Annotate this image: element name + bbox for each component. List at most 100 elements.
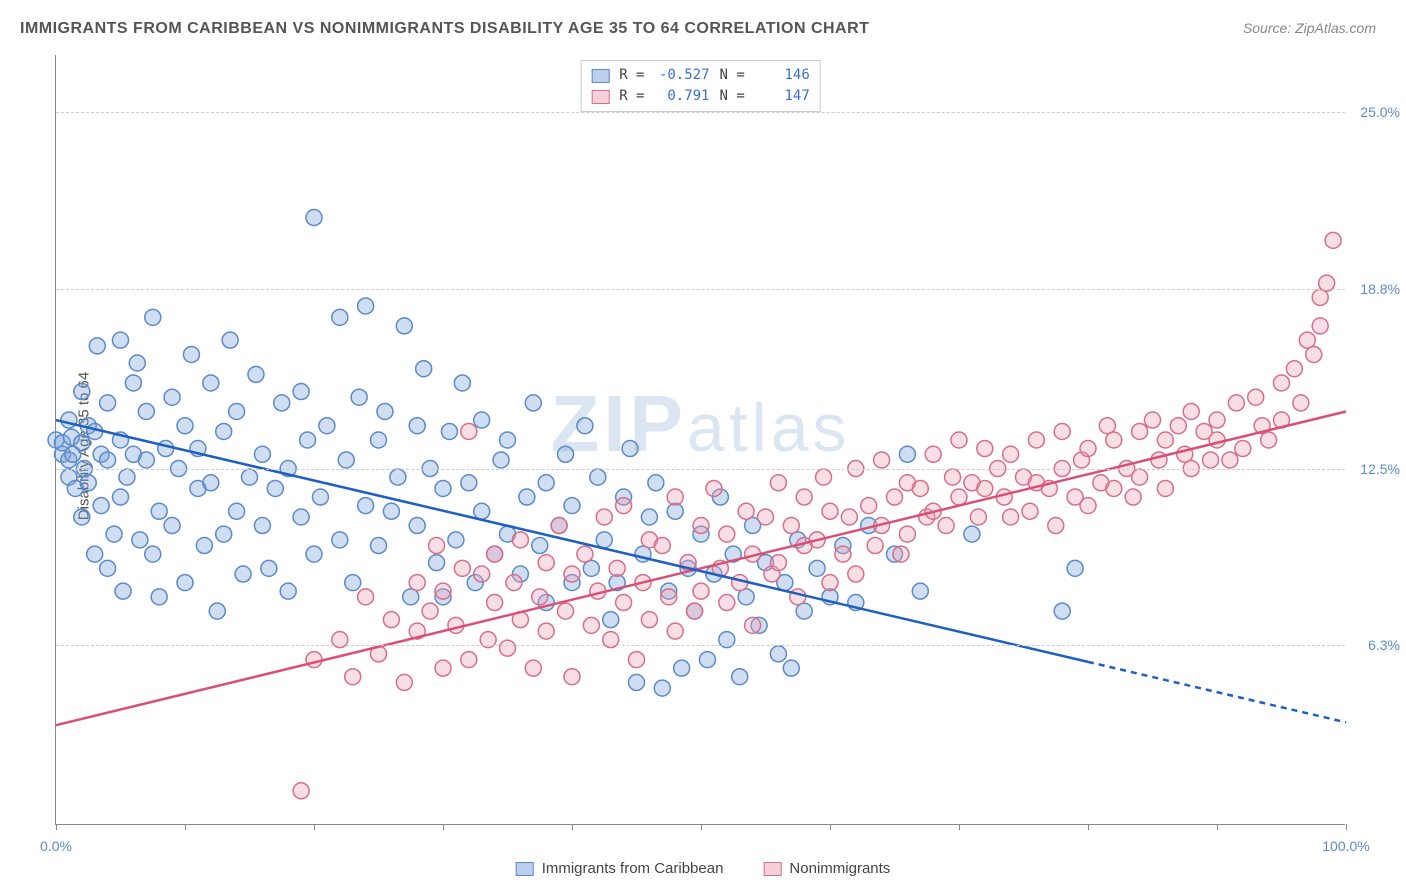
scatter-point bbox=[1325, 232, 1341, 248]
scatter-point bbox=[1170, 418, 1186, 434]
scatter-point bbox=[525, 395, 541, 411]
y-tick-label: 25.0% bbox=[1360, 104, 1400, 120]
scatter-point bbox=[667, 623, 683, 639]
scatter-point bbox=[1067, 560, 1083, 576]
scatter-point bbox=[293, 509, 309, 525]
y-tick-label: 6.3% bbox=[1368, 637, 1400, 653]
scatter-point bbox=[306, 546, 322, 562]
scatter-point bbox=[183, 346, 199, 362]
scatter-point bbox=[925, 446, 941, 462]
scatter-point bbox=[1028, 432, 1044, 448]
scatter-point bbox=[867, 538, 883, 554]
scatter-point bbox=[564, 498, 580, 514]
scatter-point bbox=[977, 441, 993, 457]
swatch-blue-icon bbox=[591, 69, 609, 83]
x-tick bbox=[1217, 824, 1218, 830]
scatter-point bbox=[506, 575, 522, 591]
scatter-point bbox=[461, 423, 477, 439]
scatter-point bbox=[261, 560, 277, 576]
x-tick-label: 100.0% bbox=[1322, 838, 1369, 854]
swatch-pink-icon bbox=[763, 862, 781, 876]
scatter-point bbox=[1286, 361, 1302, 377]
scatter-point bbox=[693, 518, 709, 534]
scatter-point bbox=[809, 560, 825, 576]
scatter-point bbox=[409, 518, 425, 534]
scatter-point bbox=[203, 475, 219, 491]
scatter-point bbox=[409, 575, 425, 591]
scatter-point bbox=[706, 480, 722, 496]
scatter-svg bbox=[56, 55, 1345, 824]
scatter-point bbox=[254, 518, 270, 534]
x-tick bbox=[56, 824, 57, 830]
scatter-point bbox=[893, 546, 909, 562]
scatter-point bbox=[841, 509, 857, 525]
scatter-point bbox=[1222, 452, 1238, 468]
scatter-point bbox=[254, 446, 270, 462]
scatter-point bbox=[577, 546, 593, 562]
scatter-point bbox=[377, 403, 393, 419]
scatter-point bbox=[661, 589, 677, 605]
scatter-point bbox=[951, 432, 967, 448]
x-tick bbox=[572, 824, 573, 830]
scatter-point bbox=[1003, 446, 1019, 462]
scatter-point bbox=[603, 612, 619, 628]
scatter-point bbox=[887, 489, 903, 505]
scatter-point bbox=[493, 452, 509, 468]
scatter-point bbox=[822, 503, 838, 519]
gridline bbox=[56, 112, 1345, 113]
scatter-point bbox=[977, 480, 993, 496]
scatter-point bbox=[577, 418, 593, 434]
scatter-point bbox=[74, 435, 90, 451]
scatter-point bbox=[100, 560, 116, 576]
scatter-point bbox=[454, 375, 470, 391]
scatter-point bbox=[151, 589, 167, 605]
n-label: N = bbox=[720, 65, 745, 86]
scatter-point bbox=[629, 652, 645, 668]
scatter-point bbox=[558, 603, 574, 619]
scatter-point bbox=[770, 475, 786, 491]
scatter-point bbox=[229, 403, 245, 419]
scatter-point bbox=[222, 332, 238, 348]
scatter-point bbox=[151, 503, 167, 519]
scatter-point bbox=[783, 518, 799, 534]
scatter-point bbox=[383, 612, 399, 628]
scatter-point bbox=[938, 518, 954, 534]
regression-line bbox=[1088, 662, 1346, 722]
scatter-point bbox=[306, 652, 322, 668]
scatter-point bbox=[564, 566, 580, 582]
scatter-point bbox=[312, 489, 328, 505]
scatter-point bbox=[129, 355, 145, 371]
scatter-point bbox=[416, 361, 432, 377]
scatter-point bbox=[106, 526, 122, 542]
scatter-point bbox=[351, 389, 367, 405]
scatter-point bbox=[429, 538, 445, 554]
scatter-point bbox=[358, 498, 374, 514]
scatter-point bbox=[512, 532, 528, 548]
scatter-point bbox=[332, 532, 348, 548]
scatter-point bbox=[1080, 441, 1096, 457]
scatter-point bbox=[216, 526, 232, 542]
scatter-point bbox=[100, 395, 116, 411]
scatter-point bbox=[429, 555, 445, 571]
legend-row-blue: R = -0.527 N = 146 bbox=[591, 65, 810, 86]
scatter-point bbox=[970, 509, 986, 525]
scatter-point bbox=[1054, 423, 1070, 439]
chart-title: IMMIGRANTS FROM CARIBBEAN VS NONIMMIGRAN… bbox=[20, 20, 869, 38]
x-tick bbox=[830, 824, 831, 830]
scatter-point bbox=[177, 418, 193, 434]
scatter-point bbox=[461, 652, 477, 668]
scatter-point bbox=[596, 509, 612, 525]
scatter-point bbox=[912, 480, 928, 496]
y-tick-label: 12.5% bbox=[1360, 461, 1400, 477]
plot-area: ZIPatlas R = -0.527 N = 146 R = 0.791 N … bbox=[55, 55, 1345, 825]
scatter-point bbox=[551, 518, 567, 534]
scatter-point bbox=[345, 575, 361, 591]
scatter-point bbox=[100, 452, 116, 468]
n-value-pink: 147 bbox=[755, 86, 810, 107]
scatter-point bbox=[1274, 375, 1290, 391]
scatter-point bbox=[1248, 389, 1264, 405]
scatter-point bbox=[319, 418, 335, 434]
scatter-point bbox=[145, 546, 161, 562]
scatter-point bbox=[274, 395, 290, 411]
scatter-point bbox=[1209, 412, 1225, 428]
